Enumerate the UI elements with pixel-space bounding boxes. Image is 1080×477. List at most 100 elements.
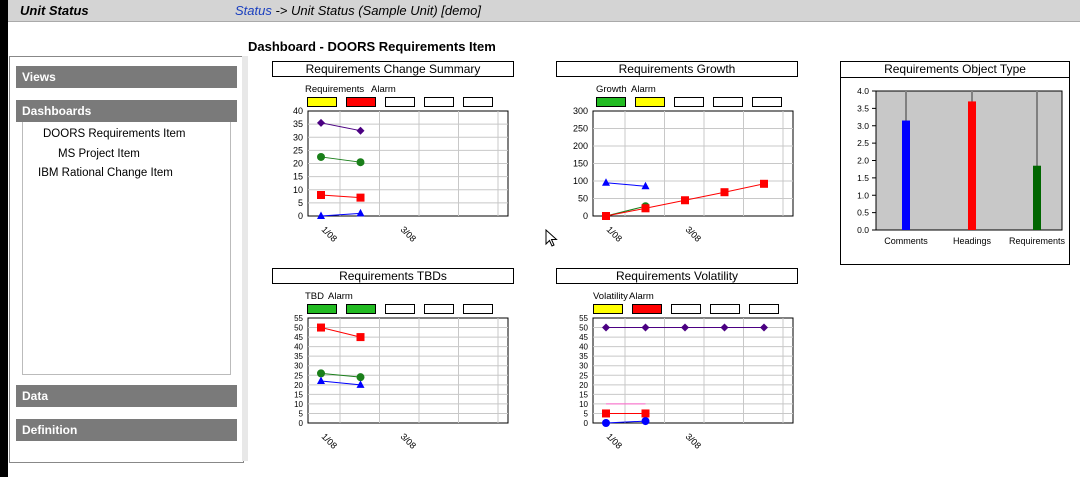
legend-swatch [593, 304, 623, 314]
y-tick-label: 20 [579, 381, 588, 390]
legend-label-tbd-alarm: Alarm [328, 291, 353, 302]
y-tick-label: 35 [293, 119, 303, 129]
y-tick-label: 40 [294, 343, 303, 352]
y-tick-label: 40 [293, 106, 303, 116]
y-tick-label: 3.5 [857, 103, 869, 113]
series-line [320, 212, 361, 217]
series-line [320, 372, 361, 378]
mouse-cursor-icon [545, 229, 558, 247]
page-title: Dashboard - DOORS Requirements Item [248, 39, 496, 54]
y-tick-label: 200 [573, 141, 588, 151]
x-tick-label: 3/08 [684, 431, 703, 450]
y-tick-label: 5 [298, 198, 303, 208]
data-point [356, 333, 365, 342]
y-tick-label: 250 [573, 124, 588, 134]
y-tick-label: 30 [579, 362, 588, 371]
y-tick-label: 25 [294, 371, 303, 380]
y-tick-label: 10 [293, 185, 303, 195]
sidebar-item-ibm-rational-change[interactable]: IBM Rational Change Item [38, 167, 173, 179]
y-tick-label: 50 [579, 324, 588, 333]
y-tick-label: 5 [584, 409, 589, 418]
y-tick-label: 4.0 [857, 86, 869, 96]
legend-swatch [385, 304, 415, 314]
series-line [605, 182, 646, 187]
legend-swatch [632, 304, 662, 314]
series-line [320, 194, 361, 199]
sidebar-dashboards-button[interactable]: Dashboards [16, 100, 237, 122]
x-tick-label: 3/08 [684, 224, 703, 243]
app-title: Unit Status [20, 3, 89, 18]
chart-title-change-summary: Requirements Change Summary [272, 61, 514, 77]
window-frame [0, 0, 8, 477]
data-point [356, 158, 365, 167]
y-tick-label: 40 [579, 343, 588, 352]
legend-label-growth: Growth [596, 84, 627, 95]
sidebar-definition-button[interactable]: Definition [16, 419, 237, 441]
data-point [641, 323, 650, 332]
y-tick-label: 0 [584, 419, 589, 428]
data-point [760, 323, 768, 332]
data-point [317, 376, 325, 384]
legend-swatch [635, 97, 665, 107]
y-tick-label: 1.5 [857, 173, 869, 183]
legend-swatch [596, 97, 626, 107]
y-tick-label: 15 [293, 172, 303, 182]
bar [902, 120, 910, 230]
data-point [641, 204, 650, 213]
legend-swatch [674, 97, 704, 107]
legend-swatch [424, 304, 454, 314]
sidebar-views-button[interactable]: Views [16, 66, 237, 88]
data-point [356, 126, 365, 135]
y-tick-label: 15 [294, 390, 303, 399]
data-point [317, 191, 325, 199]
data-point [760, 179, 768, 188]
legend-swatch [346, 304, 376, 314]
y-tick-label: 0.5 [857, 208, 869, 218]
legend-label-volatility: Volatility [593, 291, 628, 302]
legend-swatch [463, 304, 493, 314]
breadcrumb-status-link[interactable]: Status [235, 3, 272, 18]
data-point [602, 178, 610, 186]
series-line [320, 122, 361, 132]
y-tick-label: 15 [579, 390, 588, 399]
data-point [602, 212, 610, 220]
data-point [720, 188, 729, 197]
data-point [681, 196, 689, 205]
legend-swatch [385, 97, 415, 107]
series-line [605, 420, 646, 424]
y-tick-label: 30 [293, 132, 303, 142]
y-tick-label: 2.5 [857, 138, 869, 148]
bar [968, 101, 976, 230]
x-tick-label: 3/08 [399, 224, 418, 243]
sidebar-splitter[interactable] [242, 56, 248, 461]
sidebar-item-doors-requirements[interactable]: DOORS Requirements Item [43, 128, 186, 140]
sidebar-item-ms-project[interactable]: MS Project Item [58, 148, 140, 160]
breadcrumb-current: -> Unit Status (Sample Unit) [demo] [271, 3, 482, 18]
chart-title-volatility: Requirements Volatility [556, 268, 798, 284]
data-point [356, 373, 365, 382]
data-point [317, 211, 325, 219]
x-tick-label: 3/08 [399, 431, 418, 450]
legend-label-tbd: TBD [305, 291, 324, 302]
data-point [356, 380, 365, 388]
sidebar-data-button[interactable]: Data [16, 385, 237, 407]
y-tick-label: 20 [294, 381, 303, 390]
x-tick-label: 1/08 [605, 224, 624, 243]
x-tick-label: Headings [953, 236, 992, 246]
plot-area [307, 317, 509, 424]
y-tick-label: 50 [294, 324, 303, 333]
data-point [641, 409, 650, 418]
legend-swatch [752, 97, 782, 107]
legend-swatch [710, 304, 740, 314]
legend-label-requirements: Requirements [305, 84, 365, 95]
data-point [641, 417, 650, 426]
y-tick-label: 2.0 [857, 156, 869, 166]
data-point [317, 118, 325, 127]
y-tick-label: 35 [294, 352, 303, 361]
y-tick-label: 0 [583, 211, 588, 221]
legend-label-volatility-alarm: Alarm [629, 291, 654, 302]
chart-object-type: 0.0 0.5 1.0 1.5 2.0 2.5 3.0 3.5 4.0 Comments Headi… [857, 86, 1065, 246]
y-tick-label: 300 [573, 106, 588, 116]
